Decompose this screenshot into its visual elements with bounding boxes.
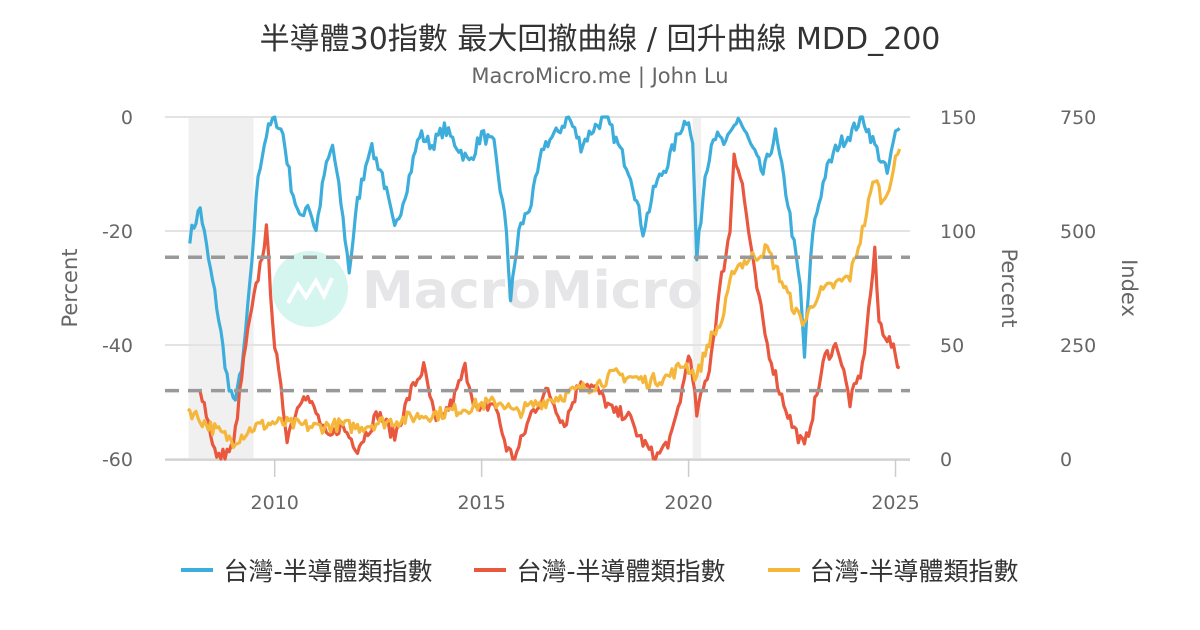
y-tick-label-right1: 100 <box>940 221 976 243</box>
legend-label: 台灣-半導體類指數 <box>223 557 433 586</box>
series-line-3 <box>186 148 902 450</box>
legend: 台灣-半導體類指數 台灣-半導體類指數 台灣-半導體類指數 <box>0 552 1200 588</box>
y-tick-label-right1: 150 <box>940 107 976 129</box>
y-axis-title-left: Percent <box>58 248 82 327</box>
legend-swatch <box>474 568 507 572</box>
y-tick-label-right1: 0 <box>940 449 952 471</box>
legend-item-red[interactable]: 台灣-半導體類指數 <box>474 552 726 588</box>
chart-title: 半導體30指數 最大回撤曲線 / 回升曲線 MDD_200 <box>259 22 941 57</box>
recession-shade <box>188 117 254 459</box>
y-tick-label-left: -20 <box>102 221 133 243</box>
legend-item-yellow[interactable]: 台灣-半導體類指數 <box>767 552 1019 588</box>
series-line-2 <box>198 152 901 461</box>
x-tick-label: 2020 <box>664 492 712 514</box>
y-tick-label-right2: 0 <box>1060 449 1072 471</box>
y-tick-label-right2: 500 <box>1060 221 1096 243</box>
legend-swatch <box>767 568 800 572</box>
y-axis-title-right1: Percent <box>997 248 1021 327</box>
watermark-text: MacroMicro <box>362 261 703 321</box>
legend-label: 台灣-半導體類指數 <box>516 557 726 586</box>
y-tick-label-right2: 750 <box>1060 107 1096 129</box>
chart-subtitle: MacroMicro.me | John Lu <box>471 64 729 88</box>
series-line-1 <box>188 115 901 402</box>
watermark-logo-mark <box>286 277 334 304</box>
y-tick-label-left: -60 <box>102 449 133 471</box>
recession-shade <box>692 117 701 459</box>
legend-swatch <box>181 568 214 572</box>
y-tick-label-right1: 50 <box>940 335 964 357</box>
y-tick-label-left: 0 <box>121 107 133 129</box>
y-tick-label-right2: 250 <box>1060 335 1096 357</box>
x-tick-label: 2025 <box>871 492 919 514</box>
legend-label: 台灣-半導體類指數 <box>809 557 1019 586</box>
x-tick-label: 2010 <box>251 492 299 514</box>
y-tick-label-left: -40 <box>102 335 133 357</box>
legend-item-blue[interactable]: 台灣-半導體類指數 <box>181 552 432 588</box>
x-tick-label: 2015 <box>457 492 505 514</box>
y-axis-title-right2: Index <box>1117 259 1141 317</box>
